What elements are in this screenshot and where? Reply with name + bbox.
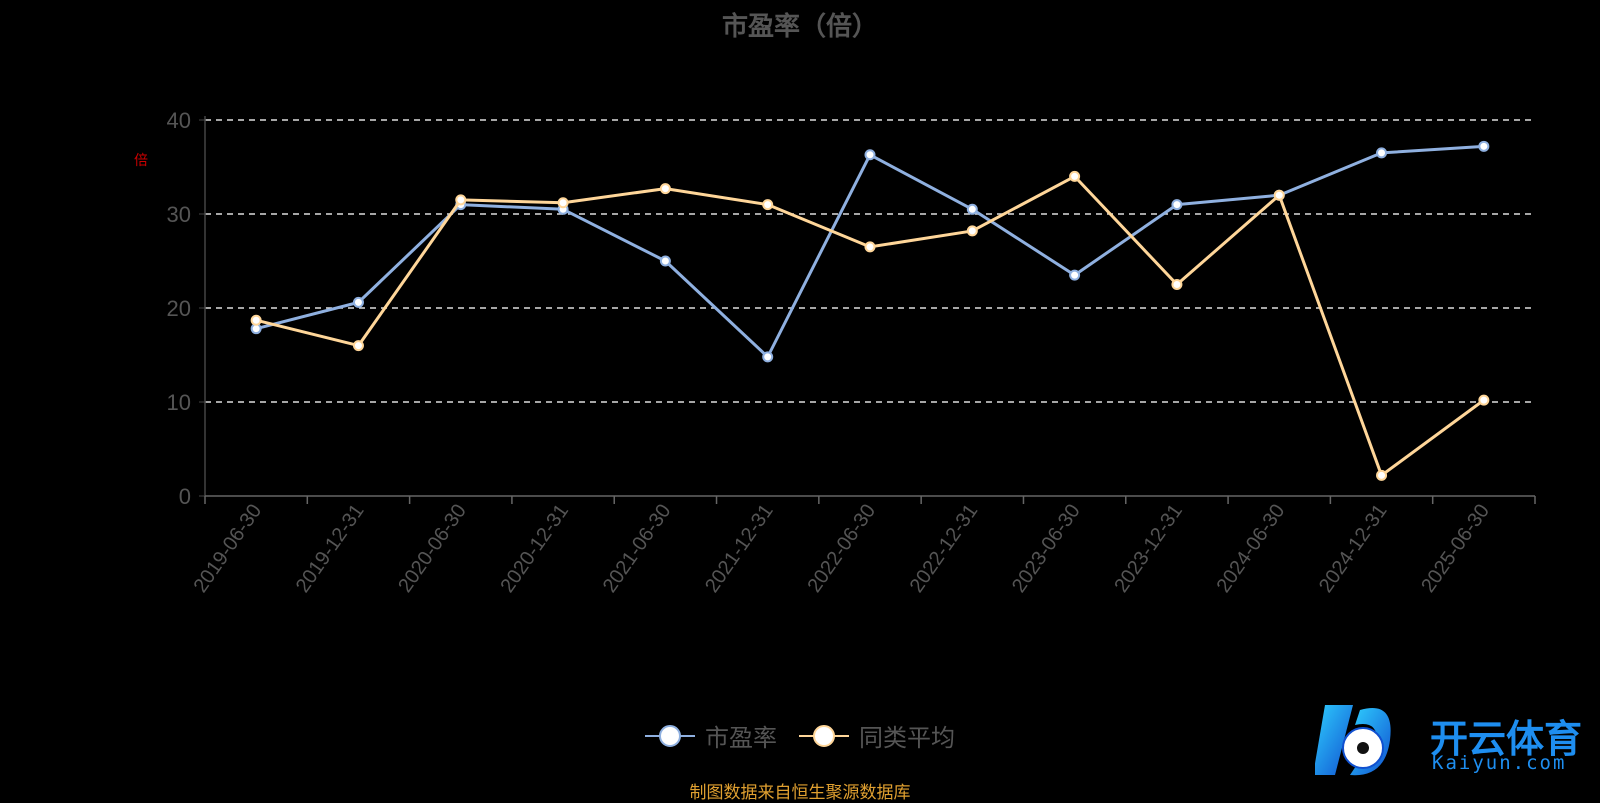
series-1-point <box>966 225 978 237</box>
legend-item-pe[interactable]: 市盈率 <box>645 718 777 753</box>
series-1-point <box>250 314 262 326</box>
series-0-point <box>352 296 364 308</box>
x-tick-label: 2025-06-30 <box>1417 500 1494 596</box>
watermark-en: Kaiyun.com <box>1432 752 1567 774</box>
series-0-point <box>762 351 774 363</box>
x-tick-label: 2022-06-30 <box>803 500 880 596</box>
series-1-point <box>659 183 671 195</box>
series-line-1 <box>255 174 1485 477</box>
x-tick-label: 2020-12-31 <box>496 500 573 596</box>
y-tick-label: 10 <box>167 390 191 415</box>
legend-label-pe: 市盈率 <box>705 724 777 752</box>
kaiyun-logo <box>1315 705 1391 776</box>
series-1-point <box>1376 469 1388 481</box>
legend-item-peer-avg[interactable]: 同类平均 <box>799 718 955 753</box>
legend: 市盈率 同类平均 <box>645 718 955 753</box>
x-tick-label: 2020-06-30 <box>394 500 471 596</box>
x-tick-label: 2023-12-31 <box>1110 500 1187 596</box>
series-0-point <box>1376 147 1388 159</box>
x-tick-label: 2023-06-30 <box>1008 500 1085 596</box>
x-tick-label: 2019-06-30 <box>190 500 267 596</box>
y-tick-label: 30 <box>167 202 191 227</box>
legend-marker-pe <box>645 724 695 747</box>
series-1-point <box>1273 189 1285 201</box>
series-1-point <box>864 241 876 253</box>
y-tick-label: 20 <box>167 296 191 321</box>
x-tick-label: 2019-12-31 <box>292 500 369 596</box>
x-tick-label: 2024-06-30 <box>1213 500 1290 596</box>
series-1-point <box>1069 170 1081 182</box>
series-0-point <box>1171 199 1183 211</box>
series-0-point <box>864 149 876 161</box>
series-1-point <box>455 194 467 206</box>
legend-marker-peer-avg <box>799 724 849 747</box>
series-1-point <box>352 340 364 352</box>
x-tick-label: 2022-12-31 <box>906 500 983 596</box>
x-tick-label: 2021-06-30 <box>599 500 676 596</box>
series-1-point <box>1478 394 1490 406</box>
series-1-point <box>1171 279 1183 290</box>
series-0-point <box>966 203 978 215</box>
legend-label-peer-avg: 同类平均 <box>859 724 955 752</box>
data-source-note: 制图数据来自恒生聚源数据库 <box>689 783 911 803</box>
chart-title: 市盈率（倍） <box>721 12 878 42</box>
x-tick-label: 2021-12-31 <box>701 500 778 596</box>
y-tick-label: 40 <box>167 108 191 133</box>
series-1-point <box>557 197 569 209</box>
series-0-point <box>1478 140 1490 152</box>
series-0-point <box>1069 269 1081 281</box>
y-unit-label: 倍 <box>134 153 148 169</box>
series-0-point <box>659 255 671 267</box>
y-tick-label: 0 <box>179 484 191 509</box>
x-tick-label: 2024-12-31 <box>1315 500 1392 596</box>
series-1-point <box>762 199 774 211</box>
watermark-cn: 开云体育 <box>1430 717 1583 761</box>
